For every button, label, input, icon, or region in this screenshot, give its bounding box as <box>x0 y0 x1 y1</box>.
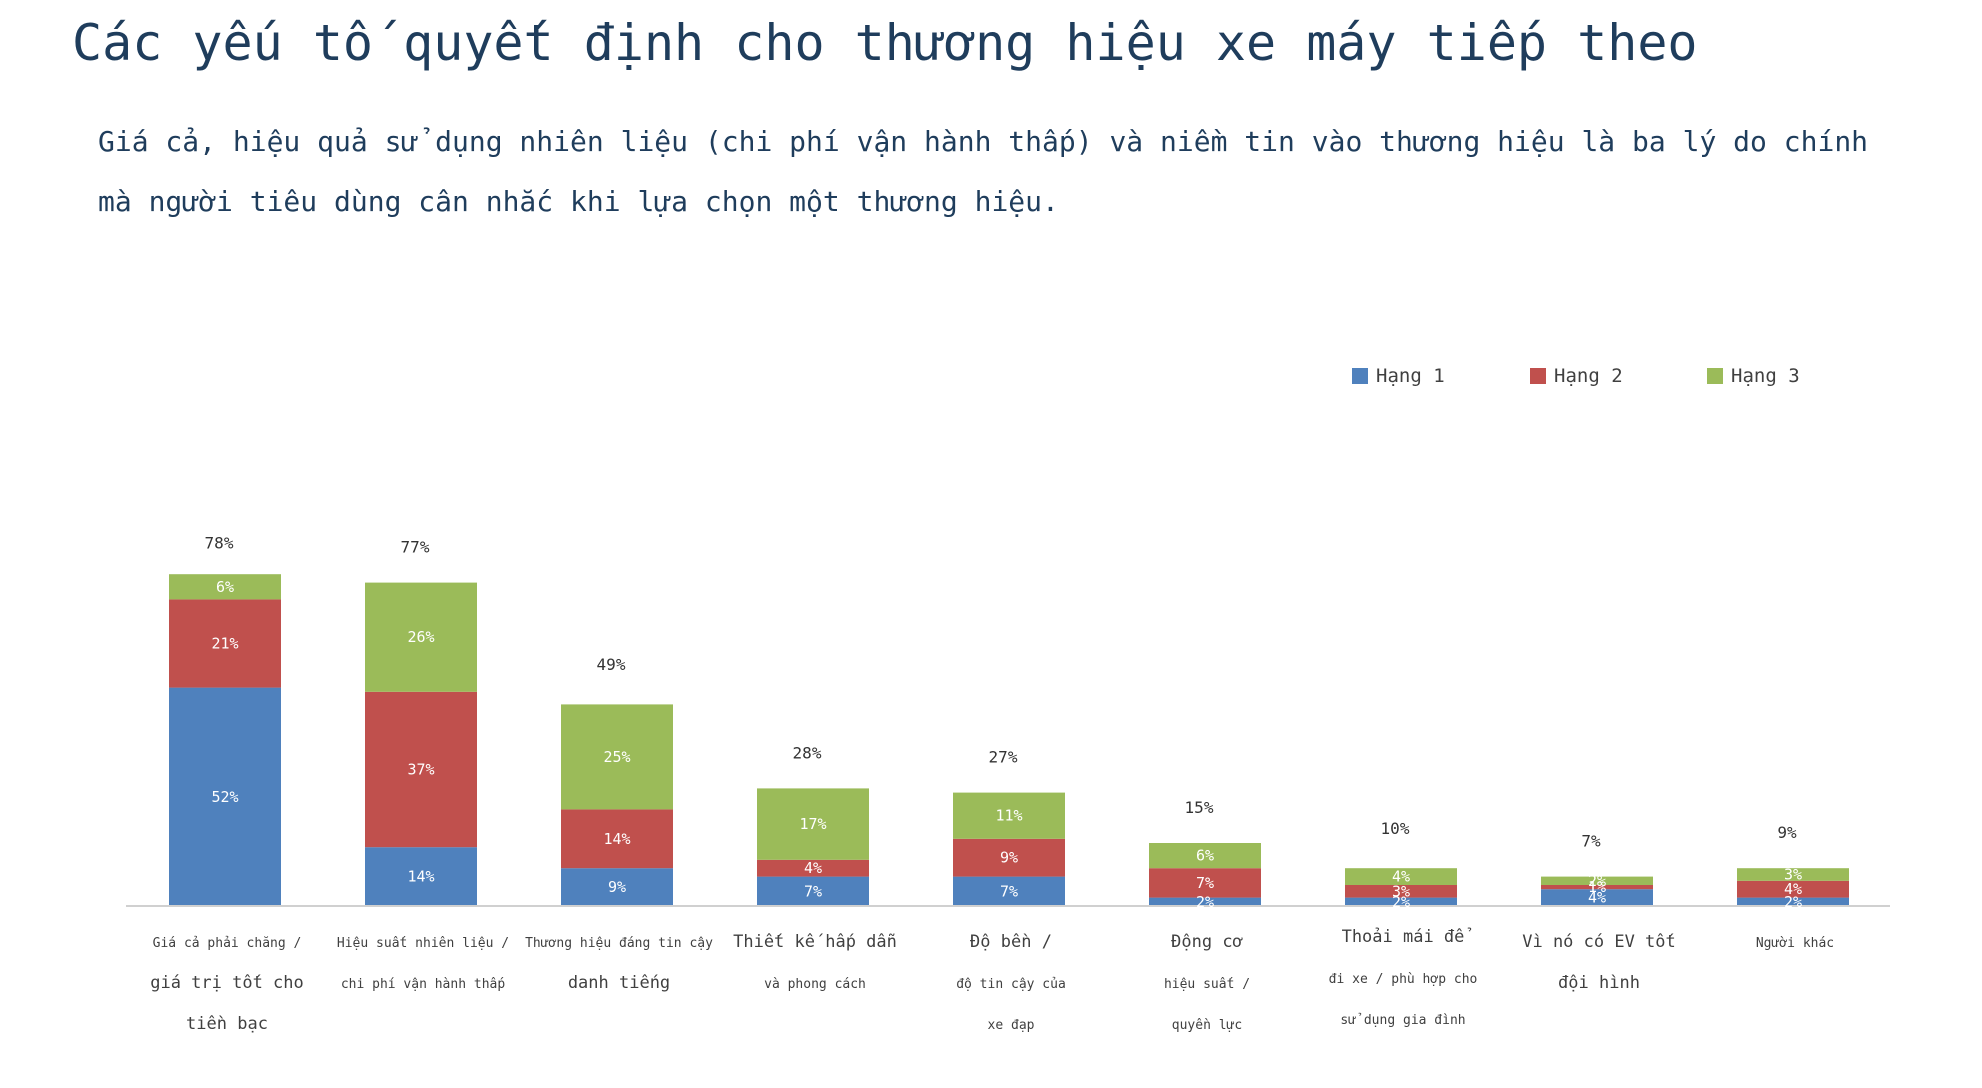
data-label: 2% <box>1588 872 1606 890</box>
data-label: 3% <box>1784 866 1802 884</box>
bar-segment <box>1149 897 1261 906</box>
data-label: 4% <box>1392 868 1410 886</box>
bar-segment <box>757 876 869 906</box>
data-label: 4% <box>804 859 822 877</box>
x-tick-label: Hiệu suất nhiên liệu / <box>337 936 509 951</box>
page-subtitle: Giá cả, hiệu quả sử dụng nhiên liệu (chi… <box>98 125 1869 218</box>
x-tick-label: Thoải mái để <box>1342 927 1472 947</box>
bar-segment <box>169 687 281 906</box>
total-label: 78% <box>205 533 234 552</box>
data-label: 6% <box>216 578 234 596</box>
data-label: 7% <box>1000 882 1018 900</box>
bar-segment <box>169 599 281 688</box>
bar-segment <box>1345 885 1457 898</box>
bar-segment <box>953 876 1065 906</box>
bar-segment <box>953 838 1065 877</box>
data-label: 21% <box>211 635 238 653</box>
x-tick-label: Người khác <box>1756 936 1834 951</box>
x-tick-label: Vì nó có EV tốt <box>1522 932 1676 952</box>
total-label: 15% <box>1185 798 1214 817</box>
data-label: 2% <box>1392 893 1410 911</box>
data-label: 14% <box>603 830 630 848</box>
data-label: 25% <box>603 748 630 766</box>
bar-segment <box>953 792 1065 839</box>
total-label: 7% <box>1581 832 1601 851</box>
legend: Hạng 1 Hạng 2 Hạng 3 <box>1352 365 1800 387</box>
bar-segment <box>561 704 673 810</box>
bar-segment <box>1541 885 1653 890</box>
bar-segment <box>561 868 673 906</box>
total-label: 9% <box>1777 823 1797 842</box>
bar-segment <box>1149 868 1261 898</box>
x-tick-label: Thiết kế hấp dẫn <box>733 932 897 952</box>
data-label: 9% <box>1000 849 1018 867</box>
x-tick-label: Động cơ <box>1171 932 1243 952</box>
bar-segment <box>1737 897 1849 906</box>
x-tick-label: danh tiếng <box>568 973 670 993</box>
x-tick-label: và phong cách <box>764 977 866 992</box>
legend-label: Hạng 2 <box>1554 365 1623 387</box>
label-group: 52% 21% 6% 78% Giá cả phải chăng / giá trị tố… <box>150 533 1834 1034</box>
bar-segment <box>365 691 477 848</box>
x-tick-label: Thương hiệu đáng tin cậy <box>525 936 713 951</box>
legend-label: Hạng 1 <box>1376 365 1445 387</box>
bar-segment <box>1345 868 1457 885</box>
bar-segment <box>1149 843 1261 869</box>
bar-segment <box>169 574 281 600</box>
x-tick-label: giá trị tốt cho <box>150 973 304 993</box>
data-label: 2% <box>1196 893 1214 911</box>
x-tick-label: Độ bền / <box>970 932 1052 952</box>
total-label: 28% <box>793 743 822 762</box>
data-label: 4% <box>1784 880 1802 898</box>
bar-segment <box>757 859 869 877</box>
legend-label: Hạng 3 <box>1731 365 1800 387</box>
data-label: 52% <box>211 788 238 806</box>
data-label: 9% <box>608 878 626 896</box>
x-tick-label: quyền lực <box>1172 1018 1242 1033</box>
x-tick-label: sử dụng gia đình <box>1340 1013 1465 1028</box>
data-label: 2% <box>1784 893 1802 911</box>
bar-segment <box>561 809 673 869</box>
x-tick-label: độ tin cậy của <box>956 977 1066 992</box>
page-title: Các yếu tố quyết định cho thương hiệu xe… <box>72 14 1698 72</box>
x-tick-label: Giá cả phải chăng / <box>153 936 302 951</box>
data-label: 1% <box>1588 878 1606 896</box>
x-tick-label: đội hình <box>1558 973 1640 993</box>
data-label: 7% <box>804 882 822 900</box>
bar-segment <box>757 788 869 860</box>
data-label: 6% <box>1196 847 1214 865</box>
x-tick-label: xe đạp <box>988 1018 1035 1033</box>
data-label: 11% <box>995 807 1022 825</box>
bar-segment <box>1737 868 1849 881</box>
total-label: 77% <box>401 538 430 557</box>
legend-swatch <box>1530 368 1546 384</box>
data-label: 17% <box>799 815 826 833</box>
legend-swatch <box>1707 368 1723 384</box>
total-label: 10% <box>1381 819 1410 838</box>
total-label: 49% <box>597 655 626 674</box>
data-label: 3% <box>1392 882 1410 900</box>
bar-segment <box>365 847 477 906</box>
bar-segment <box>1737 880 1849 898</box>
bar-segment <box>1541 876 1653 885</box>
x-tick-label: đi xe / phù hợp cho <box>1329 972 1478 987</box>
data-label: 4% <box>1588 889 1606 907</box>
x-tick-label: tiền bạc <box>186 1014 268 1034</box>
bar-segment <box>1345 897 1457 906</box>
bar-group <box>169 574 1849 906</box>
total-label: 27% <box>989 748 1018 767</box>
bar-segment <box>1541 889 1653 906</box>
data-label: 7% <box>1196 874 1214 892</box>
x-tick-label: chi phí vận hành thấp <box>341 977 506 992</box>
data-label: 26% <box>407 628 434 646</box>
bar-segment <box>365 582 477 692</box>
x-tick-label: hiệu suất / <box>1164 977 1250 992</box>
data-label: 14% <box>407 868 434 886</box>
data-label: 37% <box>407 761 434 779</box>
legend-swatch <box>1352 368 1368 384</box>
